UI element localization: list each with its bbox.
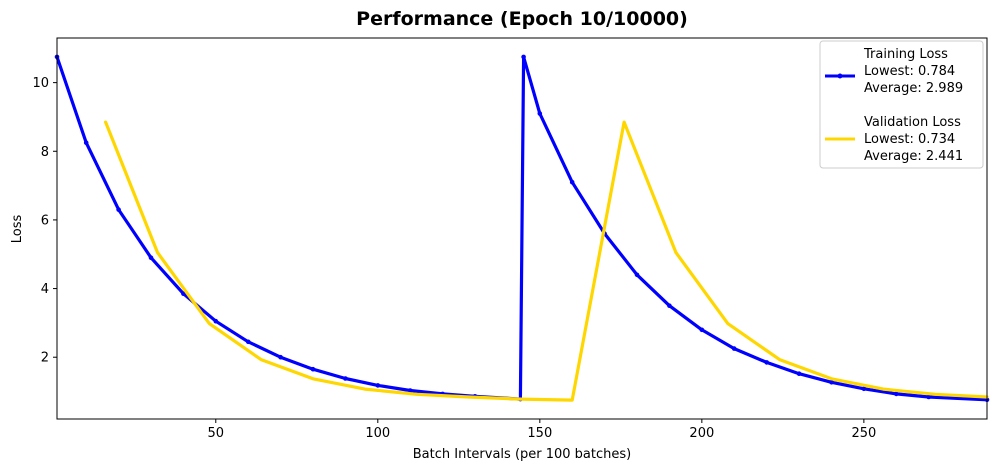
x-tick-label: 50 [208, 426, 225, 441]
training-point [407, 388, 413, 393]
y-tick-label: 4 [41, 282, 49, 297]
training-point [894, 391, 899, 397]
training-point [634, 272, 640, 278]
training-point [731, 346, 737, 351]
training-point [245, 339, 251, 345]
training-point [521, 54, 526, 60]
x-tick-label: 150 [527, 426, 552, 441]
training-point [181, 291, 186, 297]
legend: Training Loss Lowest: 0.784 Average: 2.9… [819, 40, 984, 169]
y-tick-label: 2 [41, 351, 49, 366]
legend-training-lowest: Lowest: 0.784 [864, 64, 955, 79]
plot-frame [56, 37, 988, 420]
training-point [213, 318, 219, 324]
training-point [569, 179, 575, 185]
y-tick-label: 8 [41, 145, 49, 160]
training-point [537, 111, 543, 116]
x-axis-label: Batch Intervals (per 100 batches) [413, 447, 631, 462]
training-point [310, 366, 316, 372]
training-point [116, 207, 121, 212]
series-layer [54, 54, 990, 403]
training-point [667, 303, 672, 309]
series-line-validation [103, 120, 989, 402]
x-tick-label: 200 [689, 426, 714, 441]
training-point [83, 140, 89, 145]
training-point [343, 376, 348, 381]
training-point [926, 394, 931, 400]
legend-box [819, 40, 984, 169]
x-tick-label: 250 [851, 426, 876, 441]
training-point [375, 383, 381, 388]
y-tick-label: 10 [32, 76, 49, 91]
training-point [829, 380, 834, 385]
legend-validation-lowest: Lowest: 0.734 [864, 132, 955, 147]
chart-title: Performance (Epoch 10/10000) [356, 8, 688, 30]
y-tick-label: 6 [41, 213, 49, 228]
training-point [764, 360, 769, 365]
training-point [861, 386, 867, 392]
legend-training-name: Training Loss [863, 47, 948, 62]
legend-validation-name: Validation Loss [864, 115, 961, 130]
legend-marker-training [837, 73, 843, 79]
training-point [796, 371, 802, 377]
x-tick-label: 100 [365, 426, 390, 441]
y-axis-label: Loss [10, 215, 25, 244]
y-axis-ticks: 2 4 6 8 10 [32, 76, 57, 366]
legend-training-average: Average: 2.989 [864, 81, 963, 96]
legend-validation-average: Average: 2.441 [864, 149, 963, 164]
x-axis-ticks: 50 100 150 200 250 [208, 419, 876, 441]
training-point [148, 255, 154, 260]
training-point [699, 327, 705, 333]
series-line-training [55, 55, 989, 402]
training-point [278, 354, 283, 360]
